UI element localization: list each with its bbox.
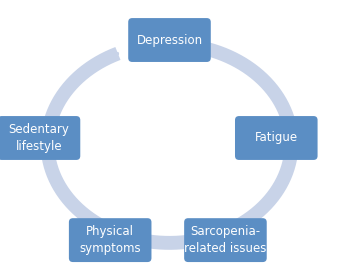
FancyBboxPatch shape bbox=[128, 18, 211, 62]
Text: Depression: Depression bbox=[136, 33, 203, 47]
Text: Physical
symptoms: Physical symptoms bbox=[79, 225, 141, 255]
FancyBboxPatch shape bbox=[184, 218, 267, 262]
FancyBboxPatch shape bbox=[235, 116, 318, 160]
Text: Sarcopenia-
related issues: Sarcopenia- related issues bbox=[184, 225, 266, 255]
Text: Fatigue: Fatigue bbox=[255, 131, 298, 145]
FancyBboxPatch shape bbox=[69, 218, 152, 262]
FancyBboxPatch shape bbox=[0, 116, 80, 160]
Text: Sedentary
lifestyle: Sedentary lifestyle bbox=[8, 123, 69, 153]
